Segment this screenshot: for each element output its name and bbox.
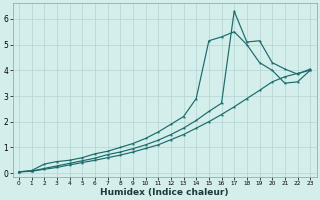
X-axis label: Humidex (Indice chaleur): Humidex (Indice chaleur) (100, 188, 229, 197)
